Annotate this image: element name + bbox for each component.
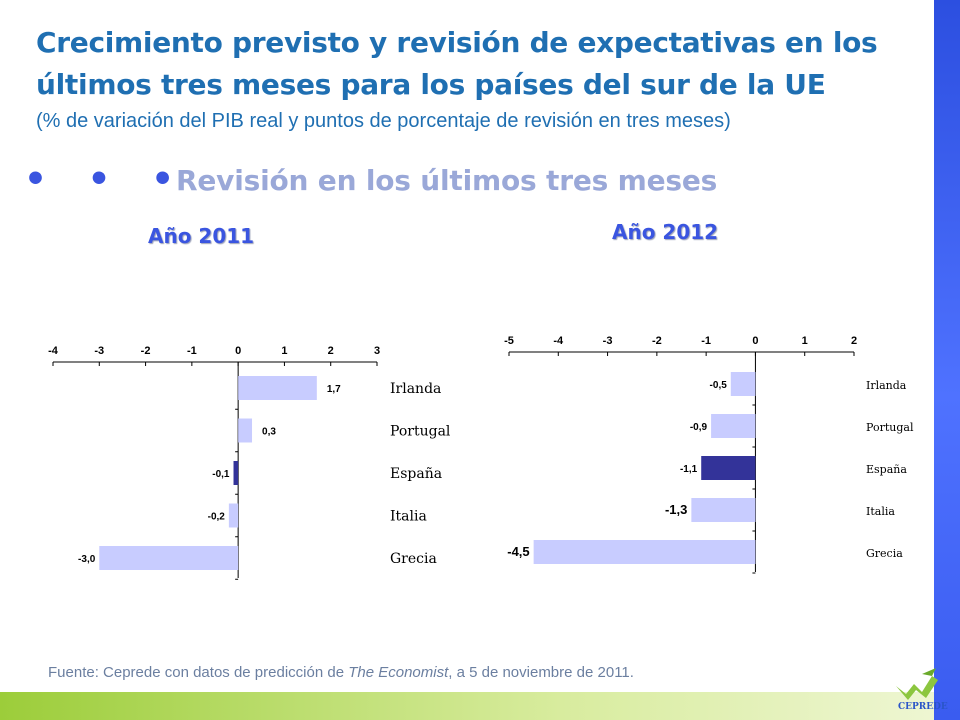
x-tick-label: -4 <box>553 335 564 347</box>
x-tick-label: -3 <box>603 335 613 347</box>
bar <box>701 456 756 480</box>
category-label: España <box>390 466 442 482</box>
x-tick-label: 1 <box>281 345 287 357</box>
source-italic: The Economist <box>348 664 449 681</box>
bar <box>233 461 239 485</box>
logo-text: CEPREDE <box>898 702 948 712</box>
x-tick-label: -5 <box>504 335 514 347</box>
category-label: Italia <box>866 505 895 518</box>
x-tick-label: -1 <box>187 345 197 357</box>
right-accent-bar <box>934 0 960 720</box>
category-label: Grecia <box>866 547 903 560</box>
chart-title-2012: Año 2012 <box>612 220 719 244</box>
chart-2012: -5 -4 -3 -2 -1 0 1 2 -0,5 Irlanda -0,9 Portugal -1,1… <box>504 335 914 574</box>
category-label: Irlanda <box>866 379 907 392</box>
data-label: -0,2 <box>208 512 226 523</box>
bottom-accent-bar <box>0 692 934 720</box>
x-tick-label: -2 <box>652 335 662 347</box>
chart-2011: -4 -3 -2 -1 0 1 2 3 1,7 Irlanda 0,3 Portugal -0,1 Esp… <box>48 345 451 580</box>
category-label: Portugal <box>866 421 914 434</box>
x-tick-label: 3 <box>374 345 380 357</box>
x-tick-label: 2 <box>328 345 334 357</box>
category-label: Irlanda <box>390 381 441 397</box>
bar <box>99 546 239 570</box>
category-label: Italia <box>390 509 427 525</box>
x-tick-label: -2 <box>141 345 151 357</box>
section-title: Revisión en los últimos tres meses <box>176 164 718 197</box>
bar <box>711 414 756 438</box>
data-label: 1,7 <box>327 384 341 395</box>
source-note: Fuente: Ceprede con datos de predicción … <box>48 664 634 681</box>
x-tick-label: 0 <box>235 345 241 357</box>
bar <box>533 540 756 564</box>
x-tick-label: -1 <box>701 335 711 347</box>
bar <box>238 376 317 400</box>
data-label: -4,5 <box>507 544 529 559</box>
chart-title-2011: Año 2011 <box>148 224 255 248</box>
data-label: -1,3 <box>665 502 687 517</box>
x-tick-label: 0 <box>752 335 758 347</box>
x-tick-label: -3 <box>94 345 104 357</box>
bar <box>730 372 756 396</box>
source-prefix: Fuente: Ceprede con datos de predicción … <box>48 664 349 681</box>
page-title: Crecimiento previsto y revisión de expec… <box>36 26 878 101</box>
category-label: España <box>866 463 907 476</box>
x-tick-label: -4 <box>48 345 59 357</box>
data-label: -0,9 <box>690 422 708 433</box>
page-subtitle: (% de variación del PIB real y puntos de… <box>36 110 731 132</box>
category-label: Grecia <box>390 551 437 567</box>
x-tick-label: 2 <box>851 335 857 347</box>
bar <box>228 503 239 528</box>
x-tick-label: 1 <box>802 335 808 347</box>
bullet-dots: • • • <box>24 159 189 200</box>
data-label: -0,5 <box>710 380 728 391</box>
bar <box>691 498 756 522</box>
category-label: Portugal <box>390 424 451 440</box>
bar <box>238 418 253 443</box>
data-label: 0,3 <box>262 427 276 438</box>
data-label: -3,0 <box>78 554 96 565</box>
data-label: -0,1 <box>212 469 230 480</box>
source-suffix: , a 5 de noviembre de 2011. <box>448 664 634 681</box>
ceprede-logo <box>896 668 938 700</box>
data-label: -1,1 <box>680 464 698 475</box>
